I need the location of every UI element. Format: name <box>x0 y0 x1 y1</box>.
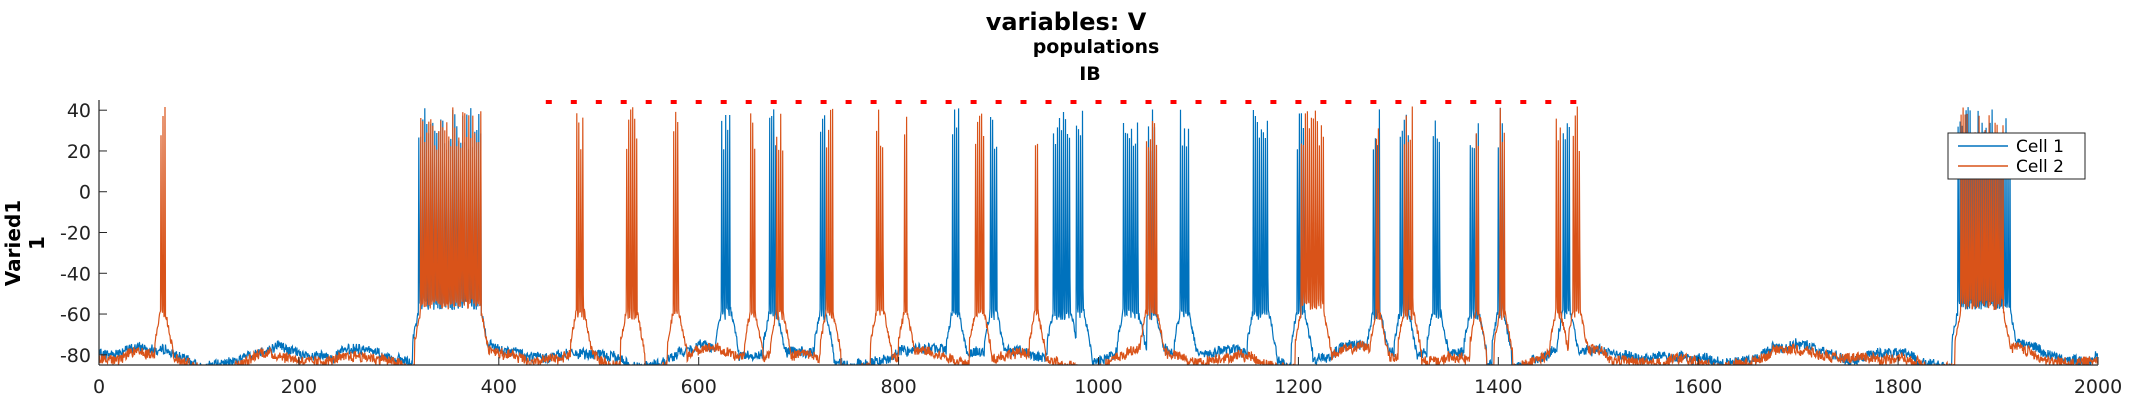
spike-marker-15 <box>895 100 902 104</box>
y-tick-label: 0 <box>79 182 91 204</box>
series-line-2 <box>99 106 2098 365</box>
legend-label-1: Cell 1 <box>2016 137 2064 157</box>
x-tick-label: 800 <box>880 376 916 398</box>
x-tick-label: 1200 <box>1274 376 1322 398</box>
legend-label-2: Cell 2 <box>2016 157 2064 177</box>
x-tick-label: 1600 <box>1674 376 1722 398</box>
spike-marker-31 <box>1295 100 1302 104</box>
spike-marker-29 <box>1245 100 1252 104</box>
x-tick-label: 2000 <box>2074 376 2122 398</box>
spike-marker-1 <box>545 100 552 104</box>
x-tick-label: 400 <box>481 376 517 398</box>
spike-marker-30 <box>1270 100 1277 104</box>
spike-marker-18 <box>970 100 977 104</box>
chart-subtitle-ib: IB <box>1079 63 1101 85</box>
spike-marker-7 <box>695 100 702 104</box>
spike-marker-5 <box>645 100 652 104</box>
spike-marker-8 <box>720 100 727 104</box>
y-tick-label: -60 <box>60 304 91 326</box>
spike-marker-28 <box>1220 100 1227 104</box>
spike-marker-13 <box>845 100 852 104</box>
x-tick-label: 600 <box>681 376 717 398</box>
y-axis-label-line1: Varied1 <box>1 200 25 286</box>
spike-marker-23 <box>1095 100 1102 104</box>
x-tick-label: 1400 <box>1474 376 1522 398</box>
plot-area <box>99 100 2098 365</box>
spike-marker-37 <box>1445 100 1452 104</box>
y-tick-label: -20 <box>60 223 91 245</box>
spike-marker-20 <box>1020 100 1027 104</box>
spike-marker-40 <box>1520 100 1527 104</box>
spike-marker-26 <box>1170 100 1177 104</box>
x-tick-label: 1800 <box>1874 376 1922 398</box>
spike-marker-14 <box>870 100 877 104</box>
y-axis-label-line2: 1 <box>25 236 49 250</box>
spike-marker-39 <box>1495 100 1502 104</box>
spike-marker-27 <box>1195 100 1202 104</box>
chart-title: variables: V <box>986 8 1147 36</box>
spike-marker-21 <box>1045 100 1052 104</box>
x-tick-label: 1000 <box>1074 376 1122 398</box>
spike-marker-34 <box>1370 100 1377 104</box>
x-tick-label: 200 <box>281 376 317 398</box>
spike-marker-22 <box>1070 100 1077 104</box>
spike-marker-38 <box>1470 100 1477 104</box>
y-tick-label: -80 <box>60 345 91 367</box>
y-tick-label: 20 <box>67 141 91 163</box>
spike-marker-11 <box>795 100 802 104</box>
spike-marker-25 <box>1145 100 1152 104</box>
chart-subtitle-populations: populations <box>1033 36 1160 58</box>
series-line-1 <box>99 107 2098 365</box>
spike-marker-2 <box>570 100 577 104</box>
y-tick-label: 40 <box>67 100 91 122</box>
spike-marker-35 <box>1395 100 1402 104</box>
spike-marker-9 <box>745 100 752 104</box>
spike-marker-33 <box>1345 100 1352 104</box>
spike-marker-6 <box>670 100 677 104</box>
x-tick-label: 0 <box>93 376 105 398</box>
legend-box <box>1947 132 2086 180</box>
spike-marker-36 <box>1420 100 1427 104</box>
y-axis-label: Varied1 1 <box>1 200 49 286</box>
spike-marker-4 <box>620 100 627 104</box>
spike-marker-16 <box>920 100 927 104</box>
spike-marker-19 <box>995 100 1002 104</box>
axes: 0 200 400 600 800 1000 1200 1400 1600 1800 2000402… <box>60 100 2122 398</box>
spike-marker-32 <box>1320 100 1327 104</box>
spike-marker-17 <box>945 100 952 104</box>
spike-marker-3 <box>595 100 602 104</box>
spike-marker-10 <box>770 100 777 104</box>
spike-marker-41 <box>1545 100 1552 104</box>
spike-marker-12 <box>820 100 827 104</box>
spike-marker-42 <box>1570 100 1577 104</box>
y-tick-label: -40 <box>60 263 91 285</box>
spike-marker-24 <box>1120 100 1127 104</box>
